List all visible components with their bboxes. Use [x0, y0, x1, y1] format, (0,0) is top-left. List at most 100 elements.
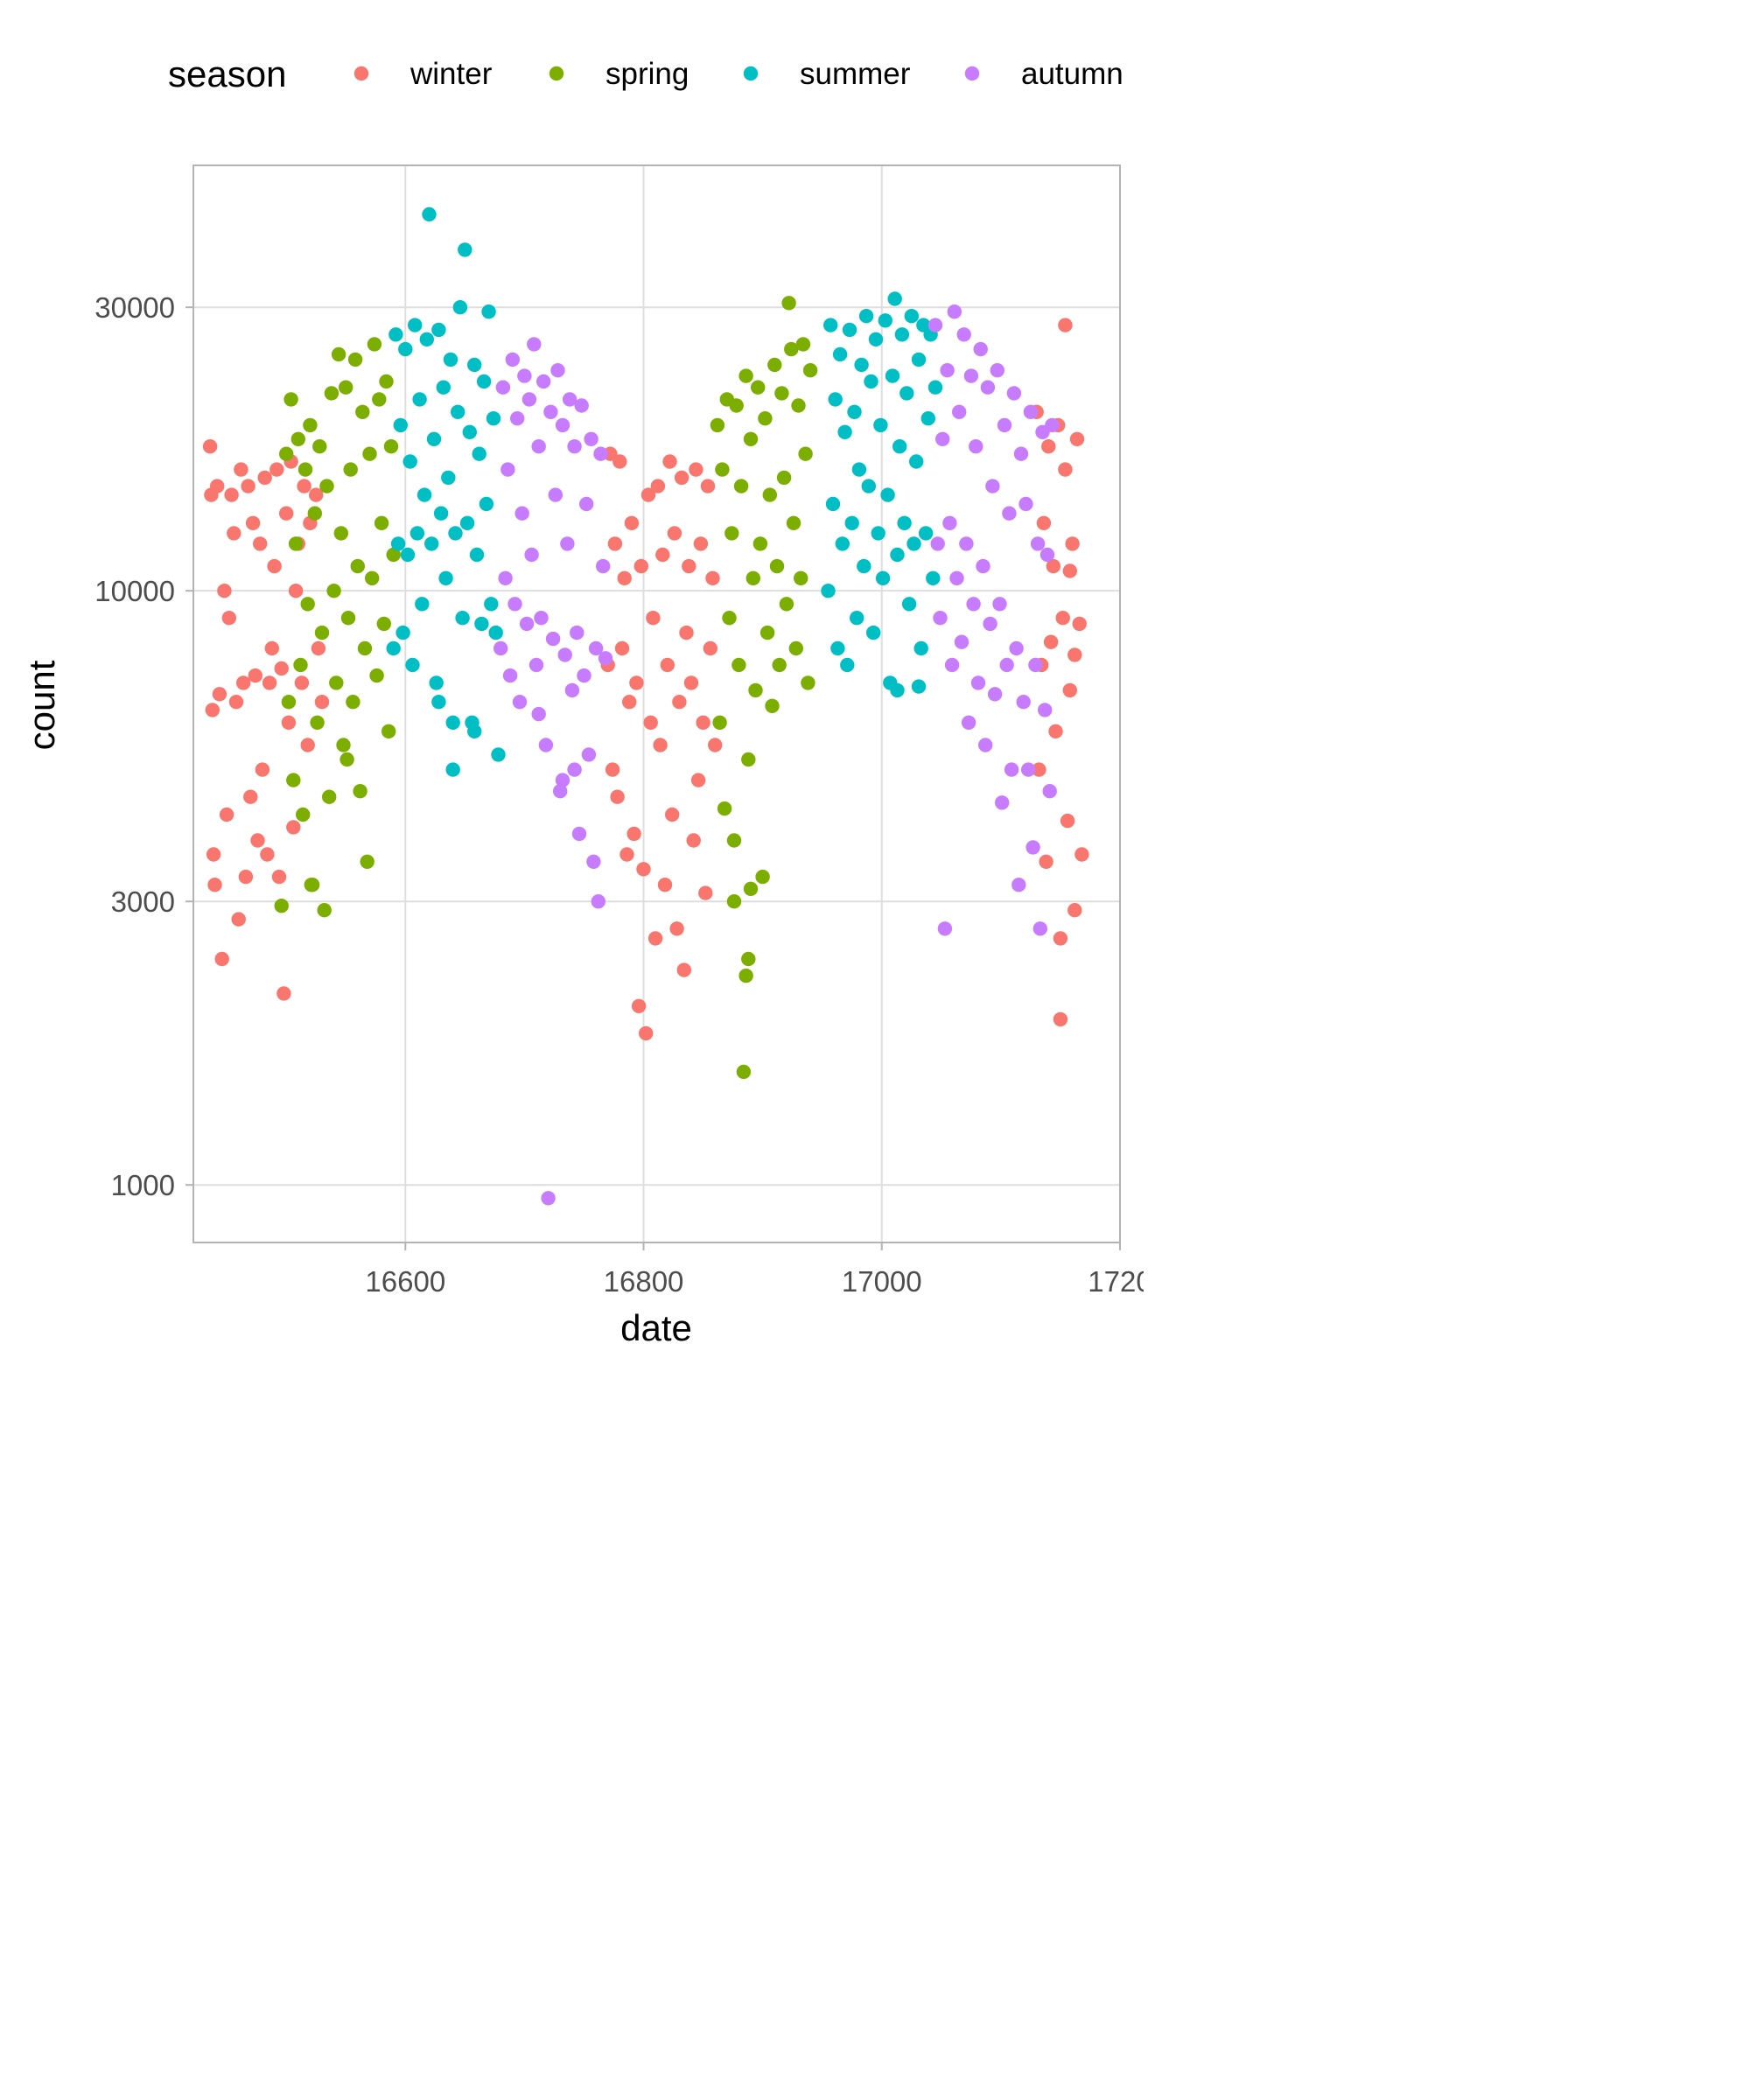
data-point-summer	[844, 515, 859, 530]
data-point-winter	[705, 570, 720, 585]
grid	[193, 165, 1121, 1242]
data-point-winter	[1060, 813, 1075, 829]
data-point-autumn	[1045, 417, 1060, 433]
data-point-winter	[617, 570, 632, 585]
data-point-winter	[1055, 611, 1070, 626]
data-point-spring	[312, 439, 327, 454]
data-point-autumn	[574, 398, 589, 413]
data-point-summer	[890, 547, 905, 563]
data-point-summer	[393, 417, 408, 433]
legend-key-spring	[549, 66, 564, 81]
data-point-summer	[402, 454, 417, 469]
data-point-winter	[212, 687, 228, 702]
data-point-autumn	[983, 616, 998, 632]
data-point-winter	[648, 931, 663, 946]
data-point-autumn	[591, 893, 606, 909]
data-point-summer	[857, 558, 872, 574]
data-point-spring	[786, 515, 802, 530]
data-point-summer	[419, 332, 434, 346]
data-point-winter	[274, 661, 289, 676]
data-point-spring	[353, 784, 368, 799]
data-point-summer	[847, 404, 862, 419]
data-point-autumn	[545, 631, 561, 647]
data-point-autumn	[1042, 784, 1057, 799]
legend-label-summer: summer	[800, 57, 911, 91]
data-point-winter	[708, 738, 723, 752]
series-summer	[386, 206, 943, 777]
data-point-autumn	[510, 411, 525, 426]
data-point-summer	[887, 291, 902, 306]
data-point-winter	[1032, 762, 1046, 777]
data-point-autumn	[1040, 547, 1055, 563]
data-point-winter	[624, 515, 640, 530]
data-point-summer	[386, 640, 401, 656]
data-point-spring	[729, 398, 744, 413]
data-point-autumn	[928, 318, 943, 332]
data-point-winter	[206, 847, 221, 862]
data-point-summer	[410, 526, 425, 541]
legend-entry-spring: spring	[549, 57, 689, 91]
data-point-autumn	[954, 634, 970, 649]
data-point-autumn	[1004, 762, 1019, 777]
data-point-spring	[290, 431, 305, 446]
data-point-winter	[228, 695, 244, 710]
data-point-spring	[762, 487, 777, 502]
data-point-summer	[436, 380, 451, 395]
data-point-summer	[491, 747, 506, 762]
data-point-autumn	[538, 738, 554, 752]
data-point-winter	[665, 807, 680, 822]
data-point-winter	[311, 640, 326, 656]
data-point-autumn	[536, 374, 551, 389]
data-point-summer	[431, 695, 446, 710]
data-point-winter	[221, 611, 236, 626]
data-point-spring	[741, 951, 756, 967]
data-point-summer	[854, 357, 869, 373]
data-point-spring	[307, 506, 322, 521]
data-point-winter	[626, 826, 641, 842]
data-point-summer	[458, 242, 472, 257]
data-point-winter	[1048, 724, 1063, 738]
data-point-winter	[1058, 462, 1073, 477]
legend-title: season	[168, 53, 286, 94]
data-point-spring	[760, 625, 775, 640]
data-point-summer	[426, 431, 442, 446]
data-point-winter	[660, 657, 675, 673]
data-point-winter	[607, 536, 623, 551]
data-point-spring	[300, 597, 315, 612]
data-point-summer	[431, 322, 446, 338]
data-point-winter	[682, 558, 696, 574]
data-point-autumn	[997, 417, 1012, 433]
data-point-summer	[890, 682, 905, 698]
data-point-autumn	[987, 687, 1003, 702]
data-point-winter	[288, 584, 304, 598]
data-point-summer	[441, 470, 456, 486]
data-point-summer	[906, 536, 921, 551]
data-point-summer	[835, 536, 850, 551]
data-point-winter	[1062, 682, 1078, 698]
data-point-autumn	[1002, 506, 1017, 521]
data-point-autumn	[586, 854, 601, 869]
data-point-winter	[276, 986, 291, 1001]
data-point-summer	[885, 368, 900, 383]
data-point-autumn	[959, 536, 974, 551]
data-point-summer	[926, 570, 941, 585]
data-point-spring	[333, 526, 348, 541]
data-point-autumn	[512, 695, 528, 710]
data-point-autumn	[598, 651, 613, 666]
data-point-summer	[911, 352, 927, 368]
data-point-winter	[1072, 616, 1087, 632]
data-point-autumn	[581, 747, 597, 762]
data-point-summer	[448, 526, 463, 541]
data-point-winter	[234, 462, 248, 477]
data-point-winter	[227, 526, 242, 541]
data-point-autumn	[956, 327, 971, 342]
data-point-autumn	[541, 1191, 556, 1206]
data-point-autumn	[584, 431, 598, 446]
data-point-autumn	[555, 417, 570, 433]
data-point-autumn	[995, 795, 1010, 810]
data-point-winter	[676, 962, 691, 977]
data-point-winter	[264, 640, 279, 656]
data-point-winter	[700, 479, 716, 494]
data-point-autumn	[495, 380, 511, 395]
data-point-summer	[875, 570, 891, 585]
